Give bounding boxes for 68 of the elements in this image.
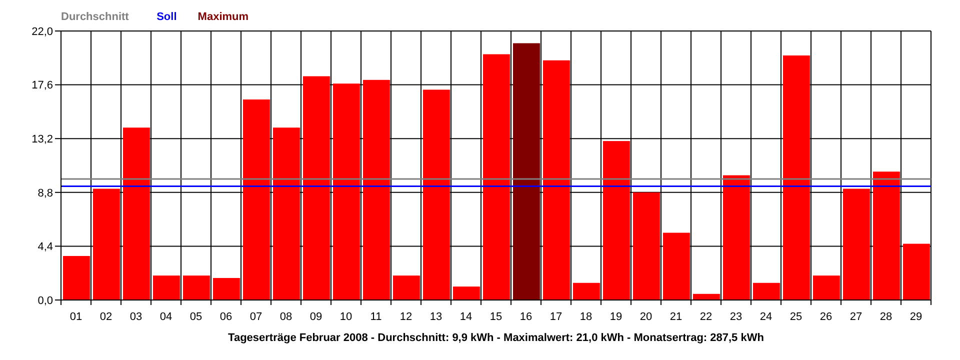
x-tick-label: 16 [520, 311, 532, 323]
bar [693, 294, 720, 300]
x-tick-label: 07 [250, 311, 262, 323]
bar [603, 141, 630, 300]
bar [813, 276, 840, 300]
bar [453, 286, 480, 300]
text: Maximum [198, 11, 249, 23]
y-tick-label: 22,0 [32, 26, 53, 38]
bar [633, 192, 660, 300]
bar [543, 60, 570, 300]
y-tick-label: 0,0 [38, 294, 53, 307]
bar [663, 232, 690, 300]
y-tick-label: 4,4 [38, 241, 53, 254]
bar [753, 282, 780, 300]
x-tick-label: 18 [580, 311, 592, 323]
y-tick-label: 13,2 [32, 133, 53, 146]
bar [873, 172, 900, 300]
bar [333, 84, 360, 300]
x-tick-label: 29 [910, 311, 922, 323]
y-tick-label: 17,6 [32, 80, 53, 92]
bar [213, 278, 240, 300]
x-tick-label: 20 [640, 311, 652, 323]
x-tick-label: 17 [550, 311, 562, 323]
bar [303, 76, 330, 300]
bar [93, 188, 120, 300]
bar [423, 90, 450, 300]
x-tick-label: 21 [670, 311, 682, 323]
bar [393, 276, 420, 300]
x-tick-label: 19 [610, 311, 622, 323]
bar [723, 175, 750, 300]
x-tick-label: 03 [130, 311, 142, 323]
x-tick-label: 28 [880, 311, 892, 323]
x-tick-label: 05 [190, 311, 202, 323]
bar [783, 55, 810, 300]
bar [153, 276, 180, 300]
x-tick-label: 08 [280, 311, 292, 323]
x-tick-label: 01 [70, 311, 82, 323]
bar [183, 276, 210, 300]
x-tick-label: 24 [760, 311, 772, 323]
bar [273, 128, 300, 300]
y-tick-label: 8,8 [38, 187, 53, 200]
x-tick-label: 04 [160, 311, 172, 323]
x-tick-label: 10 [340, 311, 352, 323]
bar [63, 256, 90, 300]
bar [483, 54, 510, 300]
bar [843, 188, 870, 300]
x-tick-label: 25 [790, 311, 802, 323]
bar [513, 43, 540, 300]
x-tick-label: 11 [370, 311, 382, 323]
text: Tageserträge Februar 2008 - Durchschnitt: 9,9 kWh - Maximalwert: 21,0 kWh - Monatsertrag: 287,5 kWh [228, 332, 764, 344]
x-tick-label: 12 [400, 311, 412, 323]
x-tick-label: 22 [700, 311, 712, 323]
x-tick-label: 15 [490, 311, 502, 323]
ref-line-label: Soll [156, 11, 177, 23]
x-tick-label: 13 [430, 311, 442, 323]
x-tick-label: 27 [850, 311, 862, 323]
x-tick-label: 14 [460, 311, 472, 323]
ref-line-label: Durchschnitt [61, 11, 130, 23]
x-tick-label: 06 [220, 311, 232, 323]
bar [123, 128, 150, 300]
bar [363, 80, 390, 300]
x-tick-label: 26 [820, 311, 832, 323]
bar [243, 99, 270, 300]
x-tick-label: 09 [310, 311, 322, 323]
x-tick-label: 23 [730, 311, 742, 323]
x-tick-label: 02 [100, 311, 112, 323]
bar [903, 244, 930, 300]
bar [573, 282, 600, 300]
